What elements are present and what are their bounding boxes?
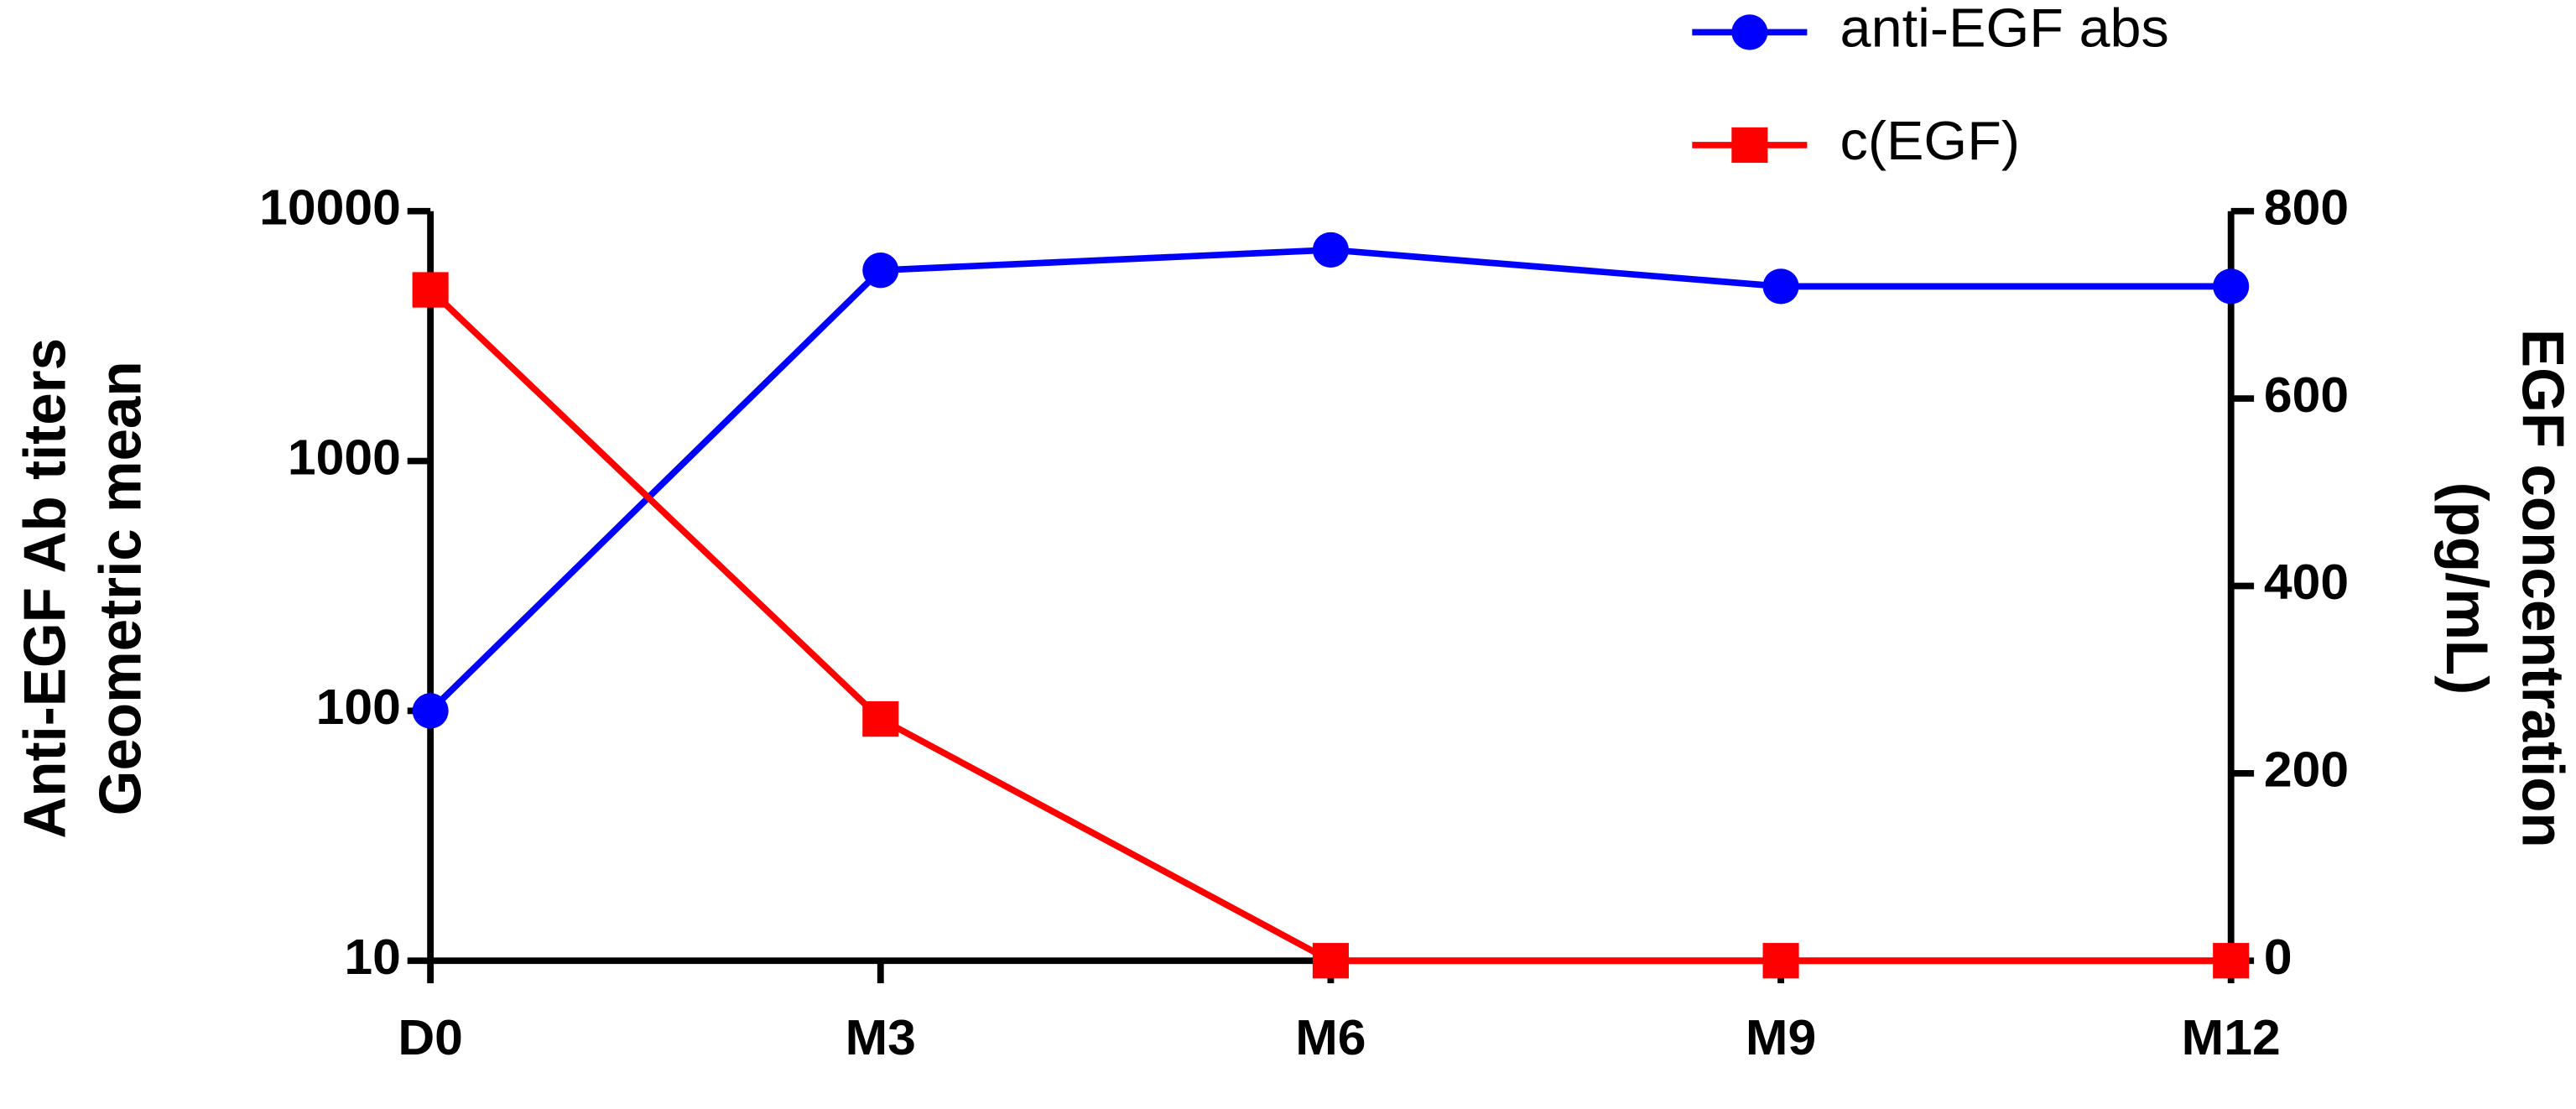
legend-label: c(EGF) [1840, 110, 2021, 171]
y2-axis-label: EGF concentration [2510, 329, 2576, 848]
y-axis-label: Anti-EGF Ab titers [12, 338, 78, 839]
series-line [428, 247, 2231, 714]
data-point [862, 253, 899, 289]
data-point [1762, 268, 1799, 305]
legend-label: anti-EGF abs [1840, 0, 2169, 59]
y-label-group: Anti-EGF Ab titers Geometric mean [12, 338, 154, 839]
y-axis-label: Geometric mean [87, 361, 154, 815]
x-tick-label: M3 [846, 1010, 916, 1065]
data-point [1312, 943, 1349, 979]
legend-marker [1731, 127, 1768, 164]
x-tick-label: M12 [2182, 1010, 2281, 1065]
y-tick-label: 10000 [259, 180, 401, 235]
y2-label-group: EGF concentration (pg/mL) [2434, 329, 2576, 848]
data-point [2213, 943, 2250, 979]
legend-marker [1731, 14, 1768, 50]
y2-tick-label: 800 [2264, 180, 2349, 235]
y2-tick-label: 400 [2264, 554, 2349, 610]
y2-tick-label: 0 [2264, 929, 2292, 984]
data-point [1762, 943, 1799, 979]
data-point [862, 700, 899, 737]
x-tick-label: M6 [1295, 1010, 1366, 1065]
y2-tick-label: 600 [2264, 367, 2349, 422]
data-point [2213, 268, 2250, 305]
y-tick-label: 1000 [288, 430, 401, 485]
x-tick-label: M9 [1746, 1010, 1816, 1065]
x-tick-label: D0 [398, 1010, 463, 1065]
y-tick-label: 100 [316, 679, 401, 735]
y2-axis-label: (pg/mL) [2434, 482, 2501, 695]
data-point [1312, 232, 1349, 268]
y-tick-label: 10 [344, 929, 401, 984]
data-point [412, 693, 449, 729]
series-line [428, 287, 2231, 965]
data-point [412, 272, 449, 308]
y2-tick-label: 200 [2264, 742, 2349, 797]
